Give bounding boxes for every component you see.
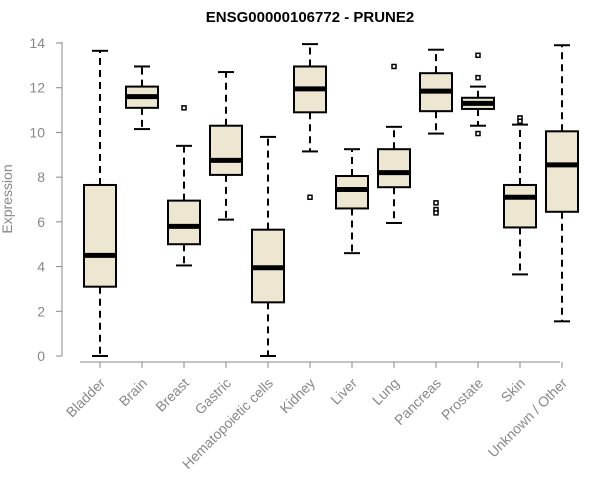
- outlier-point: [181, 105, 187, 111]
- outlier-point: [475, 130, 481, 137]
- box-pancreas: [419, 48, 453, 216]
- box-iqr: [503, 183, 537, 229]
- chart-title: ENSG00000106772 - PRUNE2: [206, 9, 414, 26]
- box-iqr: [545, 130, 579, 213]
- box-prostate: [461, 52, 495, 137]
- box-brain: [125, 65, 159, 131]
- y-tick-label: 12: [29, 80, 45, 96]
- y-tick-label: 14: [29, 35, 45, 51]
- x-tick-label: Prostate: [438, 375, 486, 423]
- y-ticks: 0 2 4 6 8 10 12 14: [29, 35, 62, 364]
- x-tick-label: Skin: [498, 375, 529, 406]
- y-tick-label: 8: [37, 169, 45, 185]
- box-skin: [503, 115, 537, 276]
- y-tick-label: 4: [37, 259, 45, 275]
- box-liver: [335, 148, 369, 255]
- x-tick-label: Pancreas: [391, 375, 444, 428]
- x-tick-label: Bladder: [63, 375, 109, 421]
- y-axis-label: Expression: [0, 164, 15, 233]
- box-unknown-other: [545, 44, 579, 323]
- outlier-point: [475, 74, 481, 81]
- box-bladder: [83, 49, 117, 357]
- box-hematopoietic-cells: [251, 135, 285, 357]
- x-tick-label: Liver: [327, 375, 360, 408]
- box-breast: [167, 105, 201, 267]
- x-tick-label: Unknown / Other: [485, 375, 571, 461]
- x-tick-label: Breast: [152, 375, 192, 415]
- y-tick-label: 6: [37, 214, 45, 230]
- outlier-point: [307, 194, 313, 201]
- box-lung: [377, 63, 411, 224]
- box-iqr: [83, 183, 117, 288]
- boxes-group: [83, 43, 579, 357]
- x-tick-label: Lung: [369, 375, 402, 408]
- box-iqr: [377, 148, 411, 189]
- outlier-point: [517, 118, 523, 124]
- box-iqr: [335, 175, 369, 210]
- outlier-point: [475, 52, 481, 59]
- box-iqr: [209, 124, 243, 176]
- box-iqr: [167, 199, 201, 246]
- x-tick-label: Brain: [116, 375, 150, 409]
- outlier-point: [433, 200, 439, 206]
- x-tick-label: Kidney: [277, 375, 319, 417]
- box-kidney: [293, 43, 327, 201]
- box-gastric: [209, 71, 243, 221]
- outlier-point: [391, 63, 397, 70]
- y-tick-label: 0: [37, 348, 45, 364]
- outlier-point: [433, 210, 439, 216]
- y-tick-label: 2: [37, 303, 45, 319]
- y-tick-label: 10: [29, 124, 45, 140]
